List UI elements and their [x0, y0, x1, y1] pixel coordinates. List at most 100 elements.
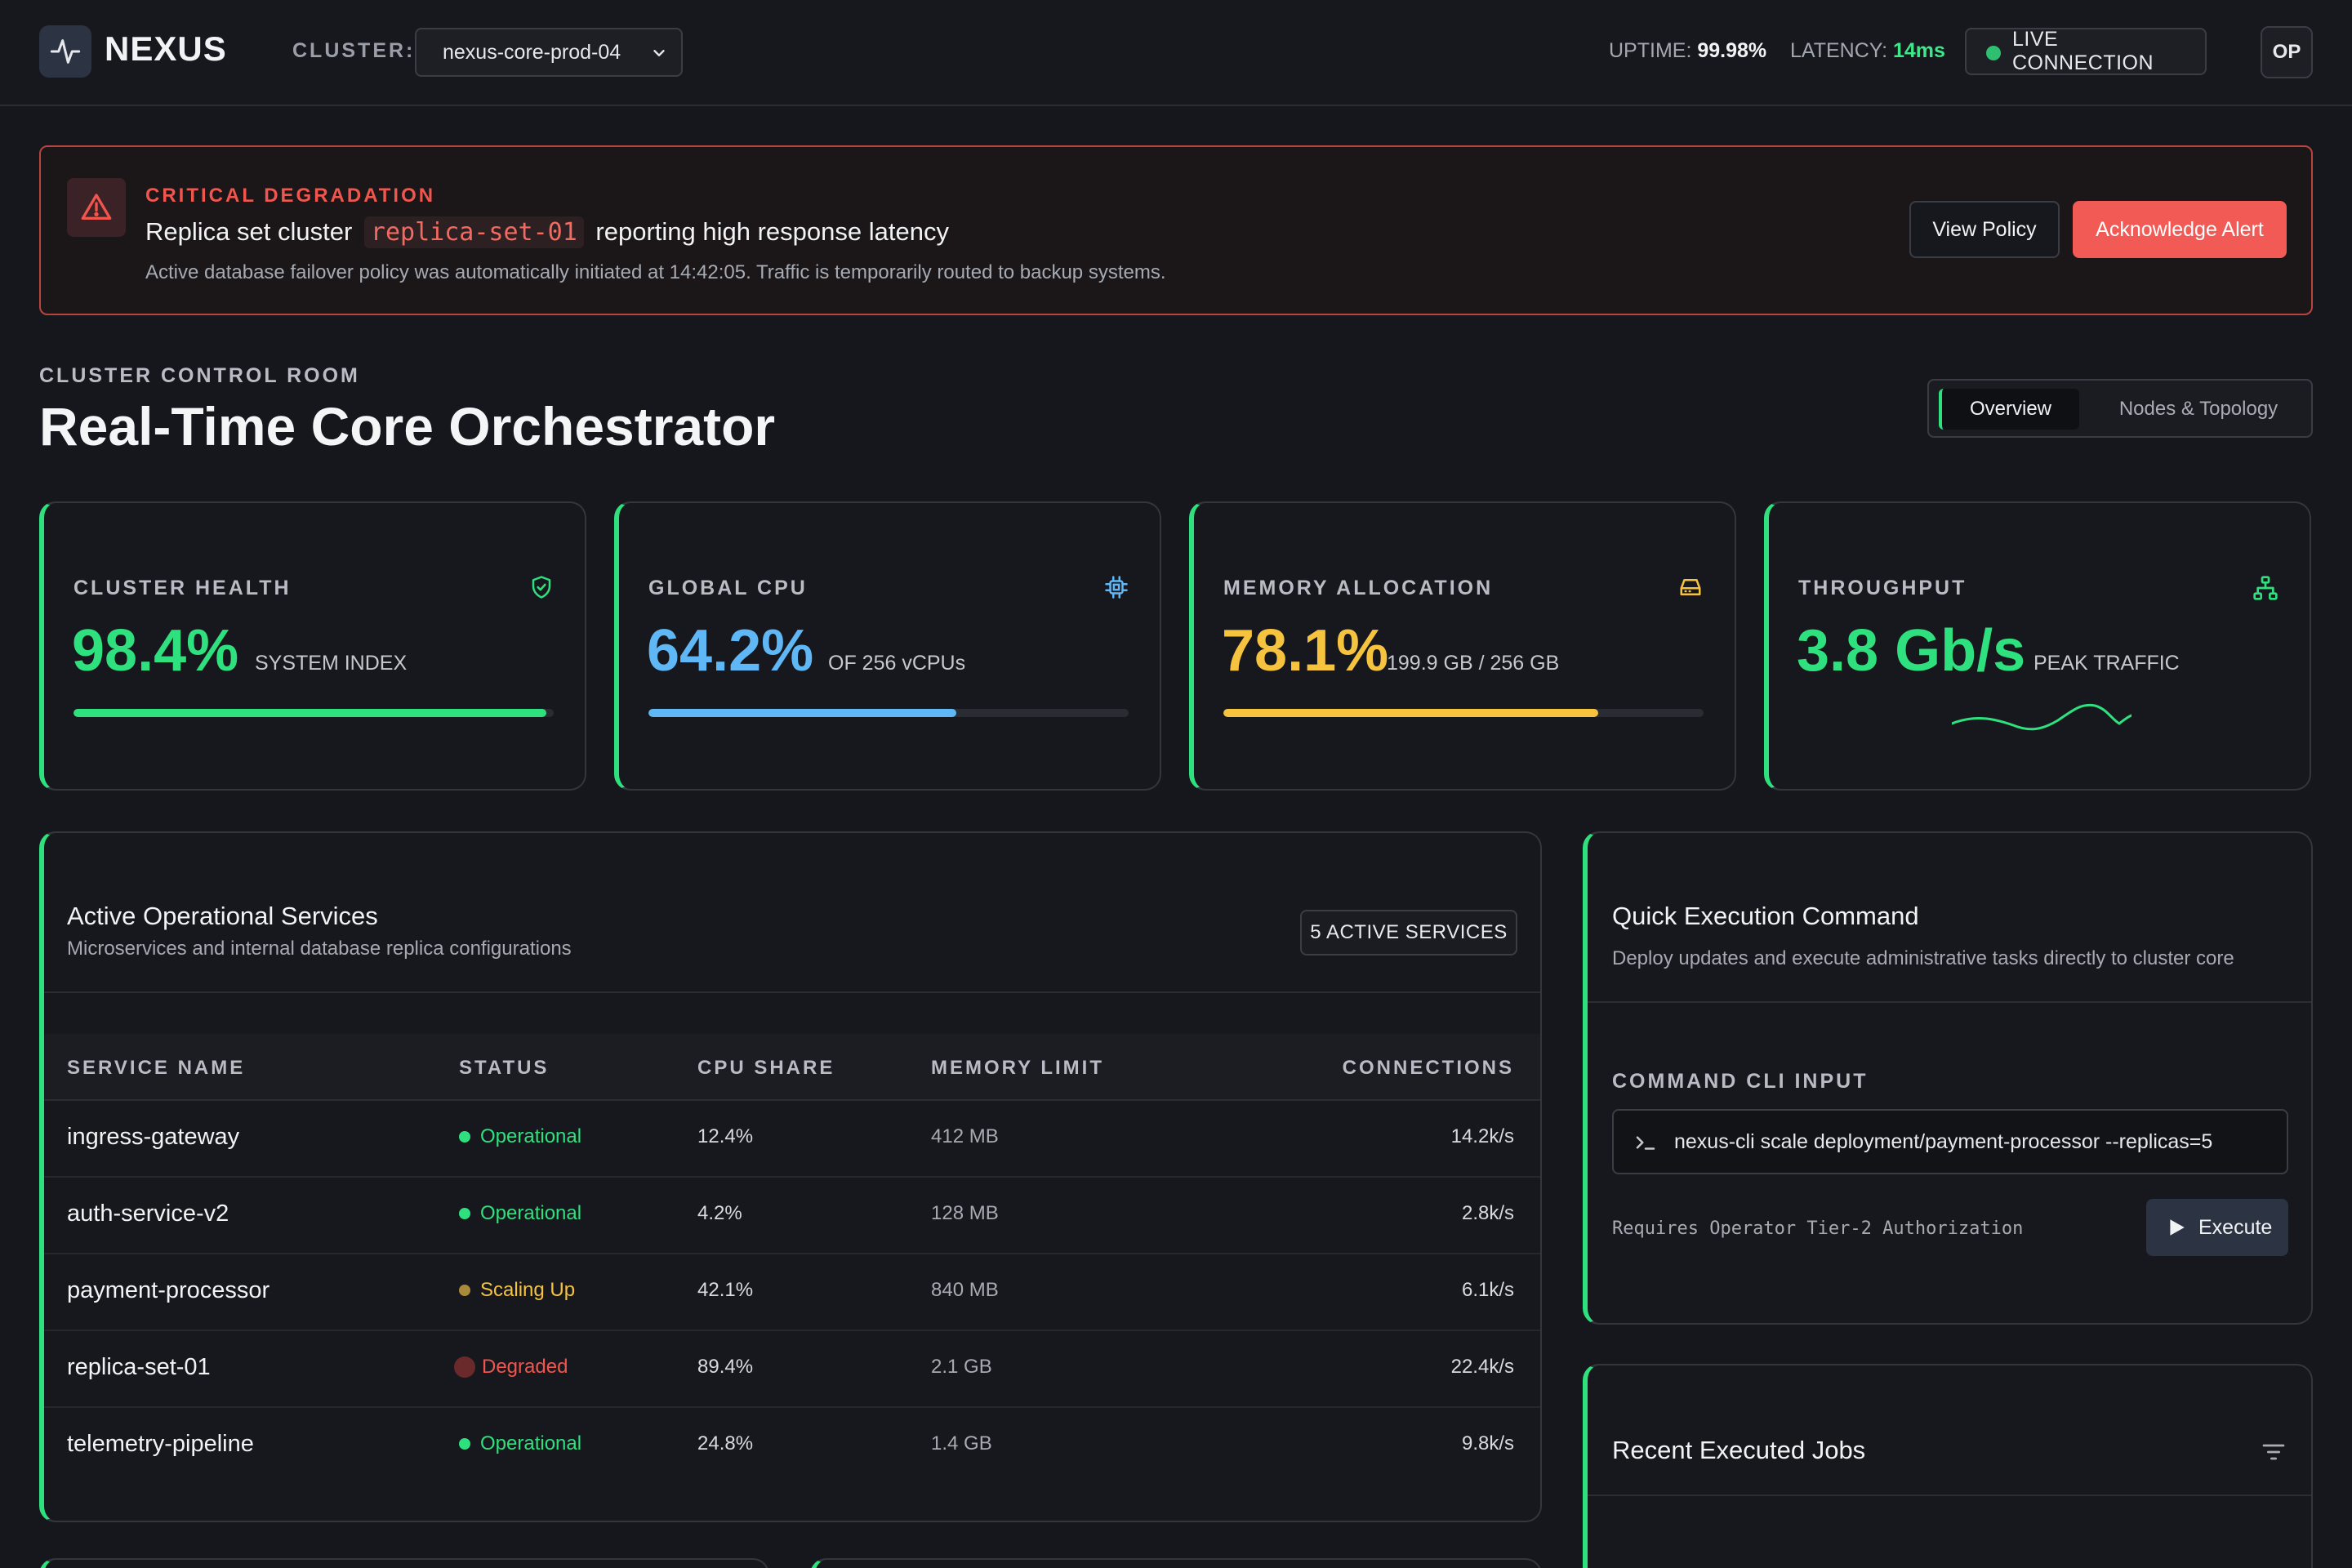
memory-limit: 128 MB	[931, 1202, 999, 1224]
terminal-prompt-icon	[1636, 1136, 1655, 1150]
connections: 22.4k/s	[1450, 1356, 1514, 1378]
stat-label: GLOBAL CPU	[648, 577, 808, 599]
uptime-label: UPTIME:	[1609, 39, 1692, 62]
panel-divider	[1588, 1494, 2311, 1496]
health-progress-bar	[74, 709, 554, 717]
stat-card-memory-allocation: MEMORY ALLOCATION 78.1% 199.9 GB / 256 G…	[1189, 501, 1736, 791]
stat-value: 78.1%	[1222, 618, 1389, 684]
acknowledge-alert-button[interactable]: Acknowledge Alert	[2073, 201, 2287, 258]
latency-metric: LATENCY: 14ms	[1790, 39, 1945, 63]
cluster-select[interactable]: nexus-core-prod-04	[415, 28, 683, 77]
stat-subtext: OF 256 vCPUs	[828, 652, 966, 675]
uptime-value: 99.98%	[1697, 39, 1767, 62]
execute-button[interactable]: Execute	[2146, 1199, 2288, 1256]
services-title: Active Operational Services	[67, 902, 378, 930]
stat-label: MEMORY ALLOCATION	[1223, 577, 1494, 599]
stat-card-cluster-health: CLUSTER HEALTH 98.4% SYSTEM INDEX	[39, 501, 586, 791]
service-status: Operational	[459, 1202, 581, 1225]
service-status: Scaling Up	[459, 1279, 575, 1302]
stat-subtext: PEAK TRAFFIC	[2034, 652, 2180, 675]
cli-input-label: COMMAND CLI INPUT	[1612, 1070, 1869, 1093]
cluster-label: CLUSTER:	[292, 39, 416, 62]
tab-nodes-topology[interactable]: Nodes & Topology	[2118, 398, 2278, 420]
service-status: Operational	[459, 1432, 581, 1455]
service-name: telemetry-pipeline	[67, 1431, 254, 1457]
connections: 14.2k/s	[1450, 1125, 1514, 1147]
connections: 9.8k/s	[1461, 1432, 1514, 1454]
shield-check-icon	[532, 576, 551, 599]
status-label: Operational	[480, 1432, 582, 1454]
execute-button-label: Execute	[2198, 1215, 2273, 1239]
table-row[interactable]: auth-service-v2 Operational 4.2% 128 MB …	[44, 1178, 1540, 1254]
alert-title-prefix: Replica set cluster	[145, 217, 353, 246]
brand-logo[interactable]	[39, 25, 91, 78]
warning-triangle-icon	[81, 194, 112, 220]
table-header: SERVICE NAME STATUS CPU SHARE MEMORY LIM…	[44, 1034, 1540, 1101]
network-icon	[2253, 576, 2278, 600]
column-header[interactable]: SERVICE NAME	[67, 1057, 246, 1079]
cli-input-value: nexus-cli scale deployment/payment-proce…	[1674, 1129, 2213, 1153]
table-row[interactable]: payment-processor Scaling Up 42.1% 840 M…	[44, 1254, 1540, 1331]
uptime-metric: UPTIME: 99.98%	[1609, 39, 1766, 63]
latency-value: 14ms	[1892, 39, 1945, 62]
services-subtitle: Microservices and internal database repl…	[67, 938, 572, 960]
view-policy-button[interactable]: View Policy	[1909, 201, 2060, 258]
bottom-panel-left	[39, 1558, 769, 1568]
services-panel: Active Operational Services Microservice…	[39, 831, 1542, 1522]
alert-icon-box	[67, 178, 126, 237]
stat-label: CLUSTER HEALTH	[74, 577, 292, 599]
connections: 2.8k/s	[1461, 1202, 1514, 1224]
status-label: Operational	[480, 1202, 582, 1224]
service-name: ingress-gateway	[67, 1124, 240, 1150]
critical-alert-banner: CRITICAL DEGRADATION Replica set cluster…	[39, 145, 2313, 315]
exec-subtitle: Deploy updates and execute administrativ…	[1612, 947, 2234, 969]
column-header[interactable]: CONNECTIONS	[1342, 1057, 1514, 1079]
table-row[interactable]: replica-set-01 Degraded 89.4% 2.1 GB 22.…	[44, 1331, 1540, 1408]
activity-pulse-icon	[50, 39, 81, 64]
command-cli-input[interactable]: nexus-cli scale deployment/payment-proce…	[1612, 1109, 2288, 1174]
filter-icon[interactable]	[2261, 1439, 2287, 1465]
memory-limit: 1.4 GB	[931, 1432, 992, 1454]
jobs-title: Recent Executed Jobs	[1612, 1436, 1866, 1464]
tab-overview[interactable]: Overview	[1939, 389, 2079, 430]
table-row[interactable]: ingress-gateway Operational 12.4% 412 MB…	[44, 1101, 1540, 1178]
latency-label: LATENCY:	[1790, 39, 1888, 62]
table-row[interactable]: telemetry-pipeline Operational 24.8% 1.4…	[44, 1408, 1540, 1485]
cpu-share: 12.4%	[697, 1125, 754, 1147]
cpu-share: 24.8%	[697, 1432, 754, 1454]
status-dot	[454, 1356, 475, 1378]
service-name: auth-service-v2	[67, 1200, 229, 1227]
live-status-dot	[1986, 46, 2001, 60]
view-tabs: Overview Nodes & Topology	[1927, 379, 2313, 438]
service-status: Operational	[459, 1125, 581, 1148]
column-header[interactable]: STATUS	[459, 1057, 550, 1079]
cpu-share: 42.1%	[697, 1279, 754, 1301]
alert-description: Active database failover policy was auto…	[145, 261, 1166, 283]
column-header[interactable]: MEMORY LIMIT	[931, 1057, 1104, 1079]
stat-label: THROUGHPUT	[1798, 577, 1967, 599]
service-name: replica-set-01	[67, 1354, 211, 1380]
memory-progress-fill	[1223, 709, 1599, 717]
play-icon	[2170, 1219, 2185, 1236]
status-dot	[459, 1285, 470, 1296]
quick-execution-panel: Quick Execution Command Deploy updates a…	[1583, 831, 2313, 1325]
top-bar: NEXUS CLUSTER: nexus-core-prod-04 UPTIME…	[0, 0, 2352, 106]
chevron-down-icon	[653, 50, 665, 56]
stat-value: 3.8 Gb/s	[1797, 618, 2026, 684]
cluster-select-value: nexus-core-prod-04	[443, 40, 621, 64]
column-header[interactable]: CPU SHARE	[697, 1057, 835, 1079]
status-dot	[459, 1131, 470, 1143]
status-label: Degraded	[482, 1356, 568, 1378]
status-label: Scaling Up	[480, 1279, 576, 1301]
health-progress-fill	[74, 709, 546, 717]
page-kicker: CLUSTER CONTROL ROOM	[39, 364, 360, 387]
status-dot	[459, 1208, 470, 1219]
stat-value: 64.2%	[647, 618, 814, 684]
panel-divider	[44, 991, 1540, 993]
cpu-progress-bar	[648, 709, 1129, 717]
cpu-progress-fill	[648, 709, 957, 717]
throughput-sparkline	[1952, 703, 2132, 731]
user-avatar[interactable]: OP	[2261, 26, 2313, 78]
cpu-share: 89.4%	[697, 1356, 754, 1378]
authorization-note: Requires Operator Tier-2 Authorization	[1612, 1218, 2024, 1239]
